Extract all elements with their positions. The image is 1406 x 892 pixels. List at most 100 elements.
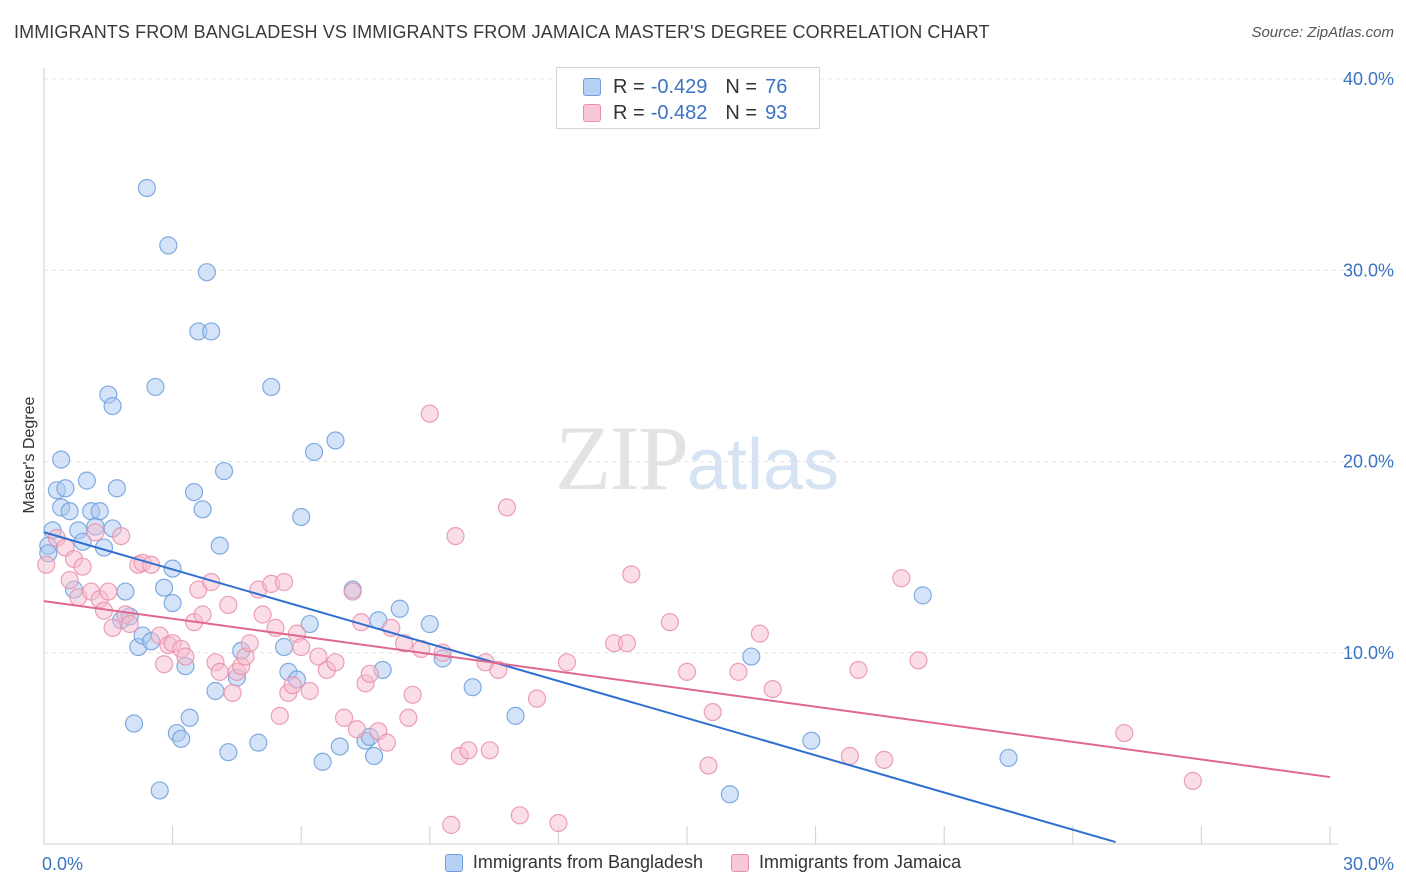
bangladesh-swatch [444, 853, 463, 872]
data-point [210, 662, 229, 681]
data-point [720, 785, 739, 804]
data-point [202, 322, 221, 341]
data-point [176, 647, 195, 666]
legend-row-jamaica: R = -0.482 N = 93 [583, 101, 787, 125]
legend-row-bangladesh: R = -0.429 N = 76 [583, 75, 787, 99]
y-axis-label: Master's Degree [21, 396, 38, 513]
data-point [103, 618, 122, 637]
data-point [892, 569, 911, 588]
watermark-zip: ZIP [555, 407, 689, 509]
data-point [116, 582, 135, 601]
trend-lines [43, 531, 1331, 844]
x-tick-label: 0.0% [42, 854, 83, 874]
data-point [510, 806, 529, 825]
x-tick-label: 30.0% [1343, 854, 1394, 874]
data-point [703, 702, 722, 722]
axes [43, 68, 1338, 845]
data-point [802, 731, 821, 750]
data-point [660, 613, 679, 632]
data-point [270, 706, 289, 725]
data-point [399, 708, 418, 727]
data-point [699, 756, 718, 775]
data-point [840, 746, 859, 766]
data-point [184, 483, 204, 502]
n-label: N = [725, 75, 758, 98]
data-point [360, 664, 379, 683]
data-point [300, 681, 319, 701]
data-point [292, 637, 311, 657]
data-point [313, 752, 332, 771]
jamaica-points [37, 404, 1202, 834]
data-point [763, 679, 782, 699]
data-point [73, 557, 92, 576]
data-point [304, 442, 324, 462]
n-value: 76 [765, 75, 788, 98]
data-point [849, 660, 868, 680]
data-point [1115, 723, 1134, 743]
bangladesh-points [39, 178, 1018, 804]
data-point [913, 586, 932, 605]
data-point [909, 651, 928, 670]
data-point [219, 595, 238, 615]
jamaica-swatch [731, 853, 750, 872]
data-point [403, 685, 422, 704]
data-point [90, 502, 109, 521]
data-point [622, 565, 641, 584]
data-point [112, 526, 131, 546]
data-point [999, 748, 1018, 768]
data-point [617, 634, 637, 653]
data-point [154, 655, 174, 674]
data-point [240, 634, 259, 653]
data-point [292, 507, 311, 527]
data-point [309, 647, 328, 666]
data-point [159, 236, 178, 255]
data-point [347, 720, 367, 739]
data-point [137, 178, 156, 198]
data-point [154, 578, 174, 597]
data-point [506, 706, 525, 725]
data-point [223, 683, 242, 703]
data-point [377, 733, 397, 752]
data-point [60, 502, 79, 521]
data-point [103, 396, 122, 416]
data-point [364, 746, 384, 766]
data-point [480, 741, 499, 760]
legend-label-jamaica: Immigrants from Jamaica [759, 852, 962, 872]
data-point [120, 614, 139, 634]
source-label: Source: ZipAtlas.com [1251, 24, 1394, 41]
data-point [750, 624, 769, 643]
data-point [557, 653, 577, 672]
jamaica-swatch [583, 104, 601, 122]
data-point [729, 662, 748, 681]
data-point [326, 431, 345, 450]
data-point [86, 523, 105, 542]
data-point [343, 582, 362, 601]
data-point [446, 526, 465, 546]
axis-labels: 10.0% 20.0% 30.0% 40.0% 0.0% 30.0% Master's De… [21, 69, 1394, 874]
r-value: -0.482 [650, 101, 708, 124]
legend-item-jamaica: Immigrants from Jamaica [731, 852, 961, 873]
chart-title: IMMIGRANTS FROM BANGLADESH VS IMMIGRANTS… [14, 22, 990, 42]
correlation-legend: R = -0.429 N = 76 R = -0.482 N = 93 [556, 67, 820, 129]
data-point [56, 479, 75, 498]
data-point [549, 813, 568, 833]
data-point [442, 815, 461, 834]
data-point [206, 681, 225, 701]
data-point [172, 729, 191, 748]
data-point [60, 570, 79, 590]
series-legend: Immigrants from Bangladesh Immigrants fr… [0, 852, 1406, 873]
grid-lines [44, 78, 1360, 654]
data-point [146, 377, 165, 397]
y-tick-label: 10.0% [1343, 643, 1394, 663]
n-label: N = [725, 101, 758, 124]
data-point [124, 714, 144, 733]
data-point [390, 599, 409, 618]
data-point [527, 689, 547, 708]
data-point [219, 743, 238, 762]
trend-line-bangladesh [43, 531, 1116, 844]
data-point [497, 498, 517, 517]
r-label: R = [613, 101, 645, 124]
data-point [107, 479, 126, 498]
data-point [249, 733, 268, 752]
